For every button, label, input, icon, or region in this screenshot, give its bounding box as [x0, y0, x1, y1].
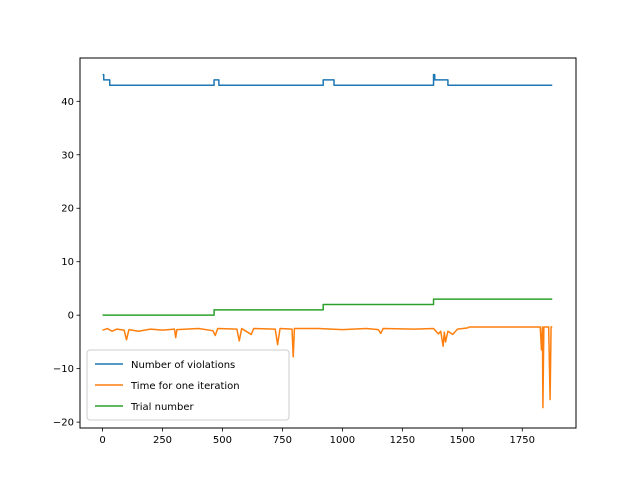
axes-frame: [79, 57, 577, 429]
y-tick-label: 30: [61, 150, 74, 161]
x-tick-label: 750: [273, 435, 292, 446]
x-tick-label: 0: [99, 435, 105, 446]
series-line-1: [102, 326, 553, 409]
x-tick-label: 1500: [450, 435, 475, 446]
x-axis: 0 250 500 750 1000 1250 1500 1750: [99, 428, 535, 446]
y-tick-label: 10: [61, 257, 74, 268]
y-tick-label: 20: [61, 204, 74, 215]
x-tick-label: 1250: [390, 435, 415, 446]
y-tick-label: −20: [53, 418, 74, 429]
y-tick-label: 40: [61, 97, 74, 108]
legend-label-2: Trial number: [130, 402, 195, 413]
x-tick-label: 250: [153, 435, 172, 446]
legend-label-1: Time for one iteration: [130, 381, 240, 392]
series-line-0: [102, 73, 553, 87]
legend-label-0: Number of violations: [131, 360, 235, 371]
x-tick-label: 1000: [330, 435, 355, 446]
series-line-2: [102, 298, 553, 316]
legend-frame: [86, 349, 290, 421]
y-tick-label: 0: [68, 311, 74, 322]
y-tick-label: −10: [53, 364, 74, 375]
legend: Number of violations Time for one iterati…: [86, 349, 290, 421]
x-tick-label: 1750: [510, 435, 535, 446]
y-axis: −20 −10 0 10 20 30 40: [53, 97, 80, 429]
plot-area: [102, 73, 553, 409]
x-tick-label: 500: [213, 435, 232, 446]
